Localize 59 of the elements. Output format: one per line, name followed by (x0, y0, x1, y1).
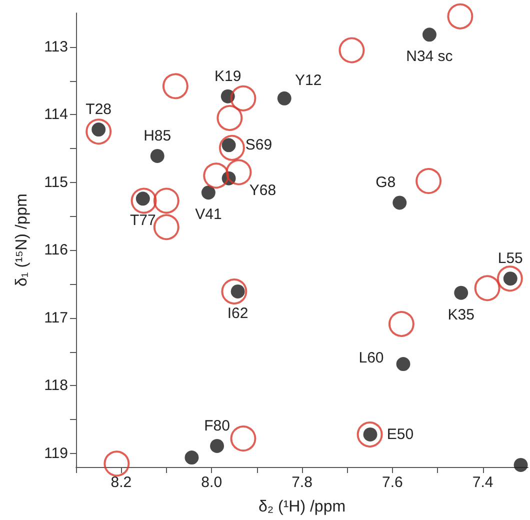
point (447, 3, 474, 30)
annotation: Y12 (295, 72, 322, 89)
y-tick-label: 113 (44, 38, 68, 56)
point (230, 426, 256, 452)
point (338, 37, 365, 64)
y-tick-label: 114 (44, 106, 68, 124)
annotation: F80 (204, 417, 230, 434)
y-tick-label: 115 (44, 174, 68, 191)
point (416, 168, 442, 194)
x-tick-label: 8.0 (201, 474, 222, 491)
annotation: L55 (498, 250, 523, 268)
annotation: K35 (448, 306, 474, 324)
annotation: V41 (195, 206, 222, 224)
point (392, 196, 407, 210)
point (210, 438, 224, 453)
point (474, 275, 500, 302)
point (422, 28, 436, 42)
y-tick-label: 119 (44, 444, 68, 462)
point (150, 148, 164, 163)
point (514, 458, 528, 472)
annotation: T77 (130, 212, 156, 230)
annotation: T28 (86, 101, 112, 118)
annotation: I62 (227, 305, 248, 322)
annotation: K19 (214, 68, 242, 85)
point (226, 159, 252, 186)
annotation: H85 (144, 127, 172, 144)
point (216, 105, 243, 132)
point (277, 91, 292, 106)
point (221, 278, 248, 304)
x-tick-label: 7.8 (292, 474, 312, 491)
point (454, 286, 468, 300)
point (153, 188, 180, 214)
point (184, 450, 199, 465)
y-tick-label: 117 (44, 309, 68, 326)
point (162, 73, 188, 100)
point (396, 357, 410, 371)
point (130, 188, 157, 214)
point (388, 311, 414, 338)
y-tick-label: 116 (44, 242, 68, 259)
annotation: G8 (376, 174, 396, 192)
x-axis-title: δ₂ (¹H) /ppm (258, 498, 346, 516)
point (496, 266, 523, 292)
y-axis-title: δ₁ (¹⁵N) /ppm (14, 194, 30, 286)
point (104, 450, 130, 477)
point (86, 118, 112, 145)
point (356, 421, 383, 448)
x-tick-label: 7.4 (472, 474, 494, 491)
y-tick-label: 118 (44, 377, 68, 394)
point (201, 186, 216, 200)
point (218, 134, 245, 161)
annotation: N34 sc (406, 48, 454, 66)
x-tick-label: 7.6 (382, 474, 403, 491)
annotation: Y68 (249, 182, 276, 199)
annotation: E50 (386, 426, 414, 443)
point (203, 162, 230, 189)
annotation: S69 (245, 136, 272, 154)
x-tick-label: 8.2 (110, 474, 132, 491)
point (230, 85, 256, 112)
annotation: L60 (358, 350, 384, 367)
